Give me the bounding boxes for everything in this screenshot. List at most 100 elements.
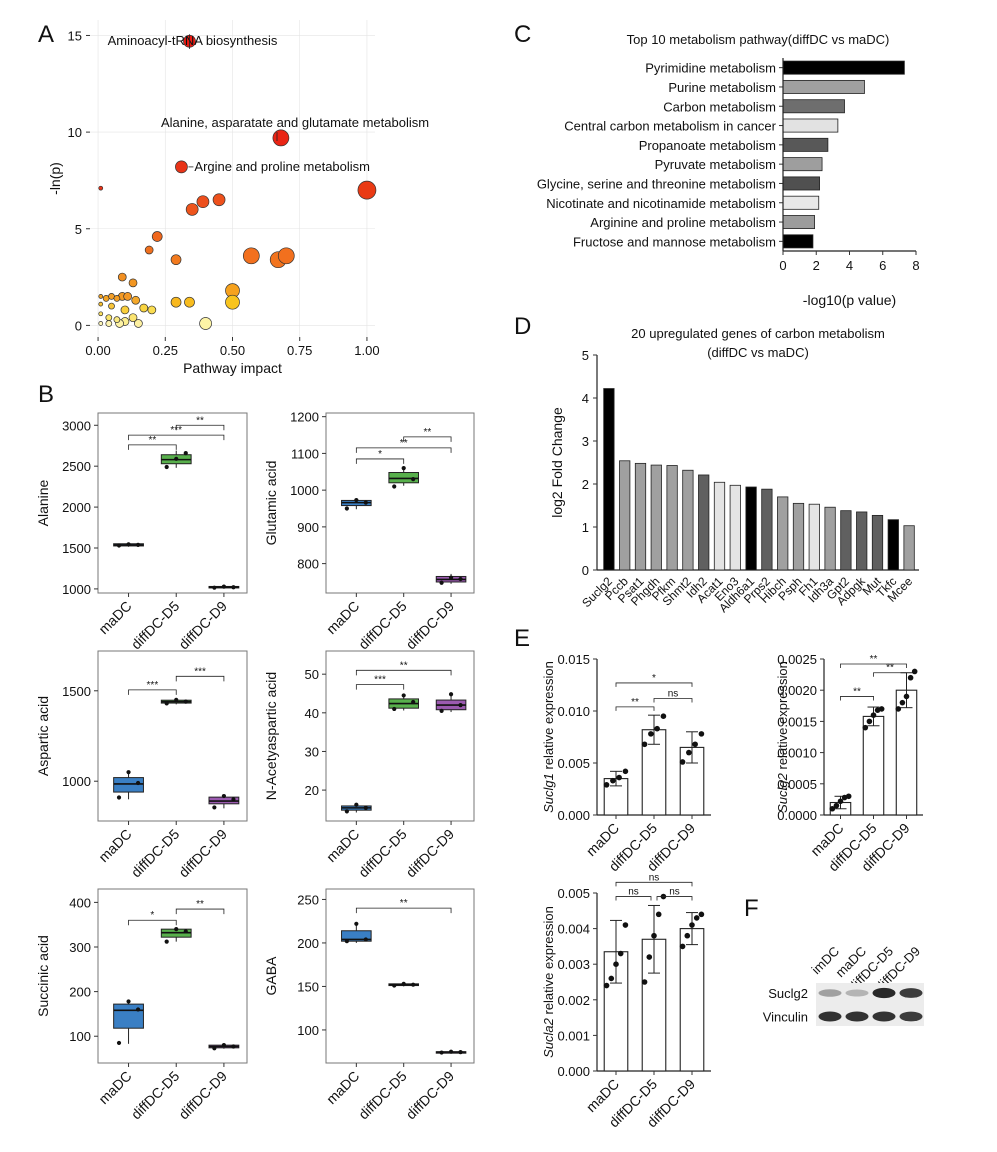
panel-e-1-bracket-2-label: * — [652, 673, 656, 684]
panel-a-point-27 — [98, 301, 104, 307]
panel-b-6-point-2-0 — [439, 1050, 444, 1055]
panel-b-2-xtick-label-1: diffDC-D5 — [355, 598, 410, 653]
panel-b-4-point-1-0 — [392, 706, 397, 712]
panel-e-2-point-2-4 — [911, 668, 918, 675]
panel-c-category-label-4: Propanoate metabolism — [639, 138, 776, 153]
panel-a-point-7 — [185, 203, 199, 216]
panel-b-4-ytick-label-0: 20 — [305, 783, 319, 798]
panel-b-3-bracket-1-label: *** — [194, 666, 206, 677]
panel-e-3-bracket-2-line — [615, 881, 693, 887]
panel-b-3-xtick-label-0: maDC — [95, 826, 134, 865]
panel-b-3-bracket-0-label: *** — [147, 680, 159, 691]
panel-b-3-ytick-label-0: 1000 — [62, 774, 91, 789]
panel-a-point-34 — [113, 316, 121, 323]
panel-b-4-point-0-2 — [363, 805, 368, 810]
panel-b-2-ytick-label-4: 1200 — [290, 410, 319, 425]
panel-e-2-y-axis-label: Suclg2 relative expression — [775, 661, 790, 813]
panel-a-pathway-bubble-chart: 0.00 0.25 0.50 0.75 1.00 0 5 10 15 Pathway impact… — [47, 20, 429, 376]
panel-c-bar-0 — [782, 60, 905, 75]
panel-b-4-bracket-1-label: ** — [400, 660, 408, 671]
panel-a-point-41 — [199, 317, 212, 330]
panel-e-1-point-0-1 — [610, 777, 616, 784]
panel-a-x-axis-label: Pathway impact — [183, 360, 282, 376]
panel-e-2-y-axis-gene: Suclg2 — [775, 772, 790, 813]
panel-b-1-point-0-0 — [116, 543, 122, 548]
panel-b-1-frame — [97, 412, 248, 594]
panel-b-6-point-2-1 — [448, 1049, 454, 1054]
panel-e-1-y-axis-gene: Suclg1 — [541, 773, 556, 813]
panel-b-2-ytick-label-0: 800 — [297, 557, 319, 572]
panel-b-5-bracket-0-line — [128, 919, 177, 926]
panel-e-1-point-1-1 — [648, 731, 654, 737]
panel-b-3-point-0-1 — [126, 770, 131, 775]
panel-b-4-xtick-label-1: diffDC-D5 — [355, 826, 410, 881]
panel-b-5-ytick-label-3: 400 — [69, 895, 91, 910]
panel-a-point-20 — [98, 294, 104, 299]
panel-letter-c: C — [514, 21, 531, 48]
panel-a-ytick-label-1: 5 — [75, 222, 82, 237]
panel-b-5-point-0-0 — [116, 1040, 122, 1046]
panel-b-1-point-1-0 — [164, 464, 169, 470]
panel-d-ytick-label-2: 2 — [582, 477, 589, 492]
panel-e-1-y-axis-label: Suclg1 relative expression — [541, 661, 556, 813]
panel-c-category-label-2: Carbon metabolism — [663, 99, 776, 114]
panel-d-gene-bar-chart: 20 upregulated genes of carbon metabolis… — [549, 326, 919, 615]
panel-e-2-bar-1 — [862, 715, 885, 816]
panel-b-4-ytick-label-3: 50 — [305, 667, 319, 682]
panel-e-2-ytick-label-3: 0.0015 — [777, 714, 817, 729]
panel-e-3-point-2-1 — [684, 932, 691, 939]
panel-e-2-bracket-0-line — [840, 696, 874, 701]
panel-b-3-ytick-label-1: 1500 — [62, 684, 91, 699]
panel-c-xtick-label-4: 8 — [912, 258, 919, 273]
panel-b-1-ytick-label-2: 2000 — [62, 500, 91, 515]
panel-a-point-17 — [225, 294, 240, 310]
panel-a-point-8 — [151, 231, 163, 242]
panel-d-bar-18 — [887, 519, 899, 571]
panel-a-point-32 — [98, 311, 104, 317]
panel-e-2-point-1-0 — [862, 724, 869, 731]
panel-a-point-26 — [131, 295, 141, 305]
panel-b-5-point-1-2 — [183, 929, 188, 934]
panel-e-1-bracket-0-label: ** — [631, 697, 639, 708]
panel-a-point-25 — [123, 292, 132, 301]
panel-e-3-point-0-1 — [608, 975, 615, 982]
panel-a-point-15 — [128, 278, 138, 288]
panel-e-1-bracket-0-line — [615, 706, 655, 711]
panel-a-xtick-label-4: 1.00 — [354, 343, 379, 358]
panel-b-3-point-1-1 — [174, 697, 179, 702]
panel-e-2-point-2-0 — [895, 706, 902, 712]
panel-c-category-label-0: Pyrimidine metabolism — [645, 61, 776, 76]
panel-b-4-y-axis-label: N-Acetyaspartic acid — [263, 672, 279, 800]
panel-b-4-bracket-1-line — [355, 669, 452, 676]
panel-b-5-point-1-0 — [164, 939, 169, 944]
panel-b-6-ytick-label-1: 150 — [297, 979, 319, 994]
panel-a-point-18 — [170, 296, 182, 308]
panel-b-1-bracket-2-label: ** — [196, 415, 204, 426]
panel-e-3-y-axis-gene: Sucla2 — [541, 1017, 556, 1058]
panel-d-bar-4 — [666, 465, 678, 571]
panel-a-point-36 — [128, 313, 138, 323]
panel-e-3-point-0-3 — [617, 950, 624, 957]
panel-a-ytick-label-2: 10 — [68, 125, 82, 140]
panel-b-6-box-0 — [341, 930, 372, 942]
panel-b-3-point-2-1 — [221, 793, 227, 799]
panel-a-xtick-label-1: 0.25 — [153, 343, 178, 358]
panel-b-4-point-2-0 — [439, 708, 444, 713]
panel-c-xtick-label-1: 2 — [813, 258, 820, 273]
panel-b-6-ytick-label-2: 200 — [297, 936, 319, 951]
panel-b-5-bracket-0-label: * — [150, 910, 154, 921]
panel-b-5-ytick-label-1: 200 — [69, 985, 91, 1000]
panel-b-3-box-0 — [113, 777, 144, 793]
panel-a-ytick-label-3: 15 — [68, 28, 82, 43]
panel-e-3-point-0-0 — [603, 982, 610, 989]
panel-a-point-19 — [184, 296, 195, 308]
panel-b-2-xtick-label-2: diffDC-D9 — [403, 598, 458, 653]
panel-e-3-point-1-0 — [641, 979, 648, 985]
panel-b-3-point-1-2 — [183, 699, 188, 704]
panel-e-2-point-2-1 — [899, 699, 906, 706]
panel-b-3-bracket-0-line — [128, 689, 177, 695]
panel-c-category-label-9: Fructose and mannose metabolism — [573, 234, 776, 249]
panel-e-2-ytick-label-5: 0.0025 — [777, 652, 817, 667]
panel-b-3-xtick-label-2: diffDC-D9 — [175, 826, 230, 881]
